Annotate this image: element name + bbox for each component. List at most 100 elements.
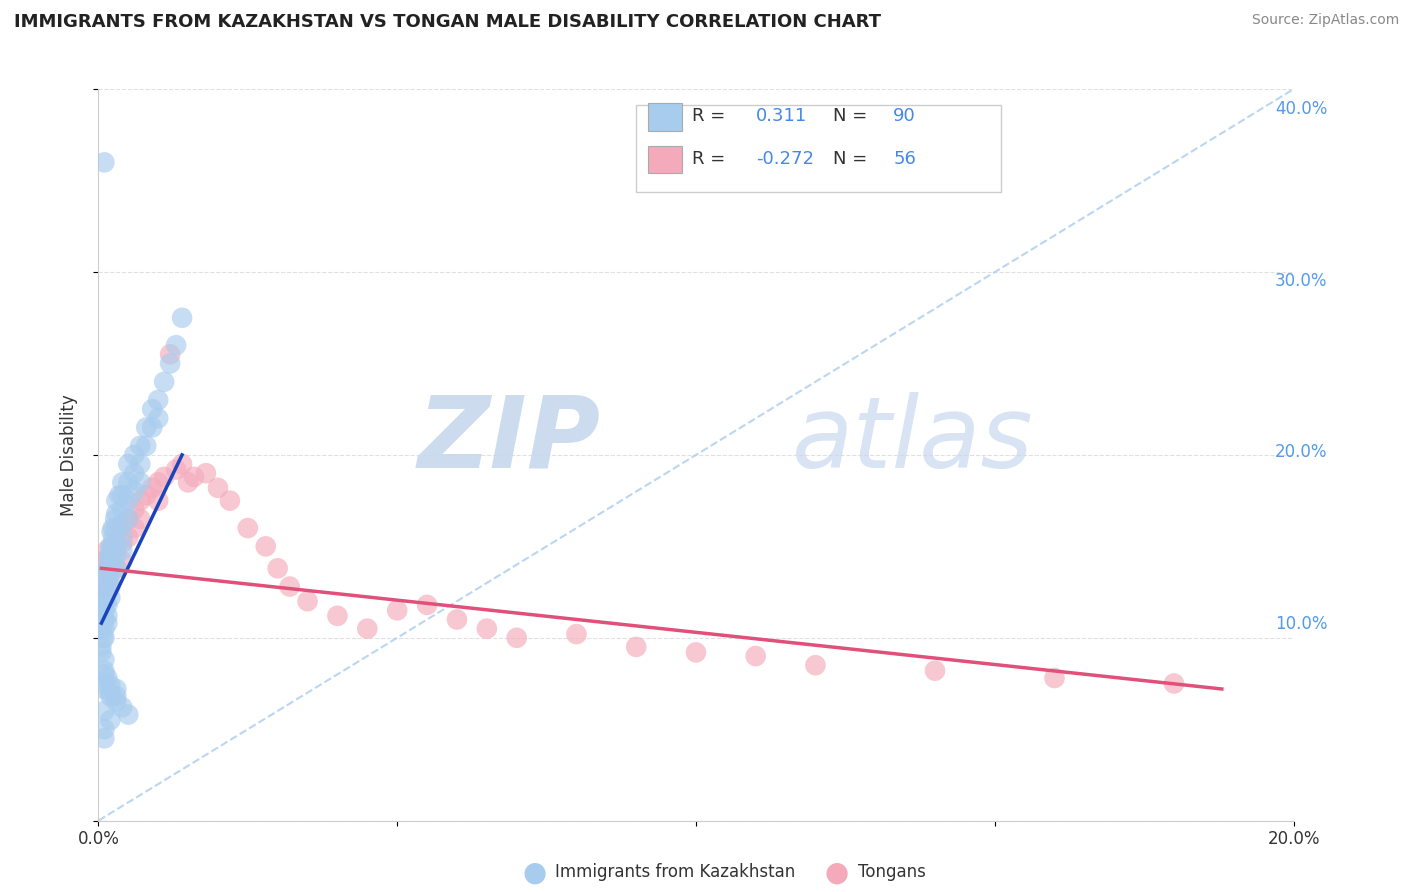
Point: [176, 555, 198, 569]
Point: [172, 581, 194, 595]
Point: [219, 486, 242, 500]
Point: [170, 646, 193, 660]
Point: [181, 533, 204, 547]
Point: [186, 521, 209, 535]
Point: [181, 663, 204, 677]
Point: [169, 598, 191, 612]
Point: [170, 581, 193, 595]
Point: [170, 709, 193, 723]
Point: [176, 538, 198, 552]
Point: [197, 460, 219, 475]
Point: [186, 533, 209, 547]
Text: Immigrants from Kazakhstan: Immigrants from Kazakhstan: [555, 863, 796, 881]
Point: [186, 481, 209, 495]
Point: [177, 516, 200, 530]
Point: [191, 452, 214, 467]
Point: [231, 349, 253, 363]
Point: [202, 452, 225, 467]
Point: [176, 529, 198, 543]
Point: [202, 503, 225, 517]
Point: [173, 653, 195, 667]
Point: [301, 512, 323, 526]
Point: [176, 538, 198, 552]
Point: [818, 640, 841, 655]
Point: [191, 469, 214, 483]
Point: [177, 529, 200, 543]
Point: [546, 615, 568, 630]
Point: [169, 615, 191, 630]
Point: [181, 516, 204, 530]
Point: [173, 564, 195, 578]
Bar: [678, 120, 707, 146]
Point: [170, 607, 193, 621]
Point: [197, 443, 219, 458]
Point: [225, 375, 247, 389]
Point: [174, 538, 197, 552]
Point: [167, 629, 190, 643]
Point: [191, 503, 214, 517]
Point: [172, 555, 194, 569]
Text: ●: ●: [824, 858, 849, 887]
Point: [170, 590, 193, 604]
Point: [172, 564, 194, 578]
Text: N =: N =: [846, 163, 880, 181]
Point: [197, 495, 219, 509]
Point: [186, 495, 209, 509]
Point: [356, 581, 378, 595]
Point: [186, 508, 209, 523]
Point: [179, 521, 201, 535]
Text: Source: ZipAtlas.com: Source: ZipAtlas.com: [1251, 13, 1399, 28]
Point: [240, 452, 263, 467]
Point: [186, 525, 209, 540]
Point: [225, 464, 247, 478]
Point: [186, 543, 209, 558]
Point: [167, 567, 190, 582]
Point: [173, 601, 195, 615]
Point: [284, 486, 307, 500]
Point: [202, 434, 225, 449]
Point: [263, 460, 285, 475]
Point: [235, 340, 257, 354]
Point: [173, 533, 195, 547]
Point: [176, 546, 198, 561]
Point: [219, 409, 242, 423]
Point: [191, 486, 214, 500]
Point: [202, 486, 225, 500]
Point: [181, 675, 204, 690]
Text: Tongans: Tongans: [858, 863, 925, 881]
Point: [170, 615, 193, 630]
Point: [202, 469, 225, 483]
Point: [208, 434, 231, 449]
Point: [167, 624, 190, 638]
Text: N =: N =: [846, 123, 880, 142]
Point: [246, 469, 269, 483]
Point: [176, 577, 198, 591]
Point: [197, 478, 219, 492]
Point: [176, 564, 198, 578]
Point: [179, 533, 201, 547]
Text: atlas: atlas: [807, 388, 1049, 485]
Point: [184, 481, 207, 495]
Point: [170, 169, 193, 183]
Point: [208, 417, 231, 432]
Point: [492, 598, 515, 612]
Point: [181, 549, 204, 564]
Point: [179, 529, 201, 543]
Point: [197, 512, 219, 526]
Point: [181, 525, 204, 540]
Point: [214, 417, 236, 432]
Point: [655, 624, 678, 638]
Point: [173, 546, 195, 561]
Point: [191, 503, 214, 517]
Point: [208, 481, 231, 495]
Point: [464, 584, 486, 599]
Point: [170, 636, 193, 650]
Point: [180, 503, 202, 517]
Point: [600, 612, 623, 626]
Point: [382, 594, 405, 608]
Text: ZIP: ZIP: [450, 388, 633, 485]
Point: [170, 663, 193, 677]
Point: [174, 549, 197, 564]
Text: ●: ●: [522, 858, 547, 887]
Point: [1144, 658, 1167, 673]
